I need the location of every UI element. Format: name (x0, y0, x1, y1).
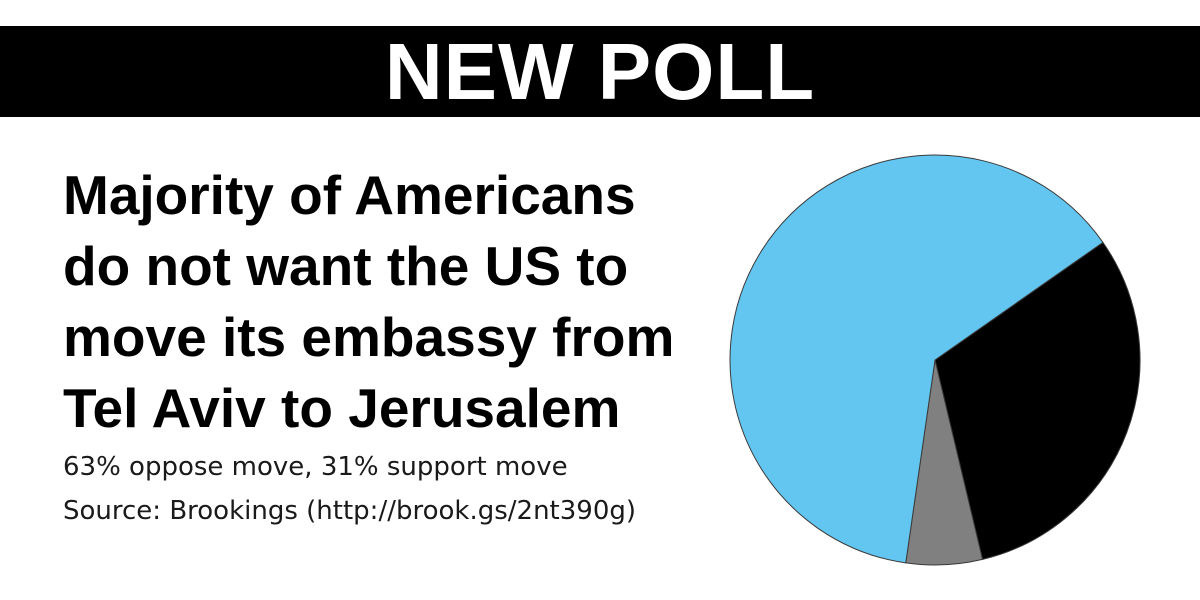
pie-slices (729, 154, 1141, 566)
pie-chart (729, 154, 1141, 566)
headline-line-3: move its embassy from (63, 306, 675, 368)
headline-line-1: Majority of Americans (63, 164, 636, 226)
headline-line-4: Tel Aviv to Jerusalem (63, 377, 621, 439)
headline: Majority of Americans do not want the US… (63, 160, 723, 444)
poll-result-text: 63% oppose move, 31% support move (63, 452, 568, 482)
pie-slice-support (934, 241, 1141, 561)
headline-line-2: do not want the US to (63, 235, 629, 297)
banner-title: NEW POLL (384, 27, 816, 116)
source-citation: Source: Brookings (http://brook.gs/2nt39… (63, 496, 637, 526)
pie-slice-oppose (729, 154, 1104, 564)
title-banner: NEW POLL (0, 26, 1200, 117)
